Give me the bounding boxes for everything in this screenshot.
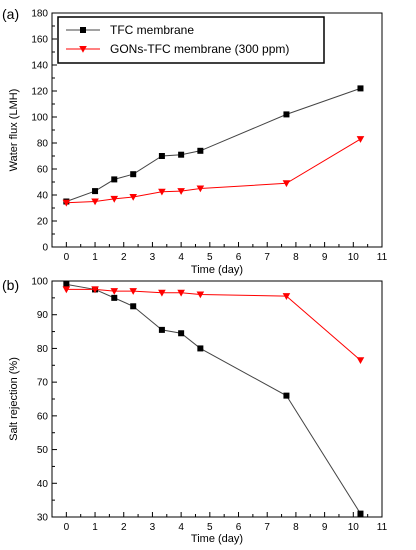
data-point-gons-tfc <box>356 357 365 365</box>
data-point-gons-tfc <box>129 193 138 201</box>
series-line-tfc <box>66 283 361 514</box>
y-tick-label: 30 <box>37 513 49 524</box>
x-tick-label: 0 <box>64 522 70 533</box>
x-tick-label: 10 <box>348 522 360 533</box>
legend-label-tfc: TFC membrane <box>110 23 194 37</box>
x-tick-label: 7 <box>264 252 270 263</box>
x-tick-label: 4 <box>178 522 184 533</box>
y-axis-label: Salt rejection (%) <box>8 357 20 441</box>
x-tick-label: 5 <box>207 522 213 533</box>
series-line-gons-tfc <box>66 138 361 204</box>
y-tick-label: 60 <box>37 411 49 422</box>
data-point-gons-tfc <box>177 188 185 195</box>
data-point-tfc <box>178 151 185 158</box>
data-point-gons-tfc <box>91 198 99 206</box>
plot-frame <box>51 280 383 518</box>
data-point-gons-tfc <box>158 188 166 196</box>
x-tick-label: 2 <box>121 522 127 533</box>
chart-panel-b: 0 1 2 3 4 5 6 7 8 9 10 11 30 40 50 60 70 80 90 100 Time (day… <box>2 277 388 546</box>
panel-label: (b) <box>2 277 19 293</box>
data-point-tfc <box>130 303 137 310</box>
y-tick-label: 80 <box>37 344 49 355</box>
x-tick-label: 9 <box>322 252 328 263</box>
y-tick-label: 120 <box>31 87 48 98</box>
legend-label-gons-tfc: GONs-TFC membrane (300 ppm) <box>110 42 289 56</box>
x-tick-label: 0 <box>64 252 70 263</box>
x-tick-label: 2 <box>121 252 127 263</box>
x-tick-label: 5 <box>207 252 213 263</box>
data-point-tfc <box>357 510 364 517</box>
x-axis-label: Time (day) <box>191 533 243 545</box>
x-axis-label: Time (day) <box>191 264 243 276</box>
data-point-tfc <box>197 147 204 154</box>
data-point-gons-tfc <box>158 289 166 297</box>
x-tick-label: 6 <box>236 252 242 263</box>
y-tick-label: 60 <box>37 165 49 176</box>
y-tick-label: 100 <box>31 277 48 288</box>
x-tick-label: 1 <box>92 522 98 533</box>
data-point-tfc <box>130 171 137 178</box>
data-point-gons-tfc <box>110 288 119 295</box>
x-tick-label: 11 <box>377 522 388 533</box>
y-tick-label: 80 <box>37 139 49 150</box>
data-point-tfc <box>111 294 118 301</box>
series-line-tfc <box>66 87 361 202</box>
data-point-tfc <box>111 176 118 183</box>
data-point-tfc <box>283 392 290 399</box>
data-point-gons-tfc <box>356 136 365 143</box>
x-tick-label: 9 <box>322 522 328 533</box>
legend-marker-gons-tfc <box>79 46 87 53</box>
legend-marker-tfc <box>80 27 86 33</box>
x-tick-label: 6 <box>236 522 242 533</box>
y-tick-label: 70 <box>37 378 49 389</box>
y-tick-label: 160 <box>31 35 48 46</box>
y-tick-label: 20 <box>37 217 49 228</box>
x-tick-label: 7 <box>264 522 270 533</box>
data-point-tfc <box>158 326 165 333</box>
data-point-gons-tfc <box>177 289 185 297</box>
y-tick-label: 0 <box>42 243 48 254</box>
x-tick-label: 1 <box>92 252 98 263</box>
x-tick-label: 11 <box>377 252 388 263</box>
legend: TFC membrane GONs-TFC membrane (300 ppm) <box>57 16 325 64</box>
panel-label: (a) <box>2 6 19 22</box>
x-tick-label: 3 <box>150 522 156 533</box>
x-tick-label: 8 <box>293 252 299 263</box>
data-point-gons-tfc <box>282 293 291 300</box>
data-point-tfc <box>158 153 165 159</box>
data-point-tfc <box>197 345 204 352</box>
data-point-gons-tfc <box>196 291 205 299</box>
data-point-tfc <box>283 111 290 118</box>
x-tick-label: 10 <box>348 252 360 263</box>
y-axis-label: Water flux (LMH) <box>8 89 20 172</box>
data-point-gons-tfc <box>110 195 119 203</box>
y-tick-label: 100 <box>31 113 48 124</box>
data-point-gons-tfc <box>282 180 291 188</box>
data-point-gons-tfc <box>91 286 99 294</box>
data-point-gons-tfc <box>62 286 71 294</box>
data-point-gons-tfc <box>62 199 71 207</box>
y-tick-label: 50 <box>37 445 49 456</box>
data-point-tfc <box>178 330 185 337</box>
x-tick-label: 3 <box>150 252 156 263</box>
data-point-tfc <box>63 281 70 288</box>
legend-box <box>57 16 325 64</box>
y-tick-label: 40 <box>37 191 49 202</box>
x-tick-label: 4 <box>178 252 184 263</box>
chart-panel-a: 0 1 2 3 4 5 6 7 8 9 10 11 0 20 40 60 80 100 120 140 160 180 Ti… <box>2 6 388 276</box>
y-tick-label: 140 <box>31 61 48 72</box>
y-tick-label: 40 <box>37 479 49 490</box>
data-point-tfc <box>92 188 99 195</box>
x-tick-label: 8 <box>293 522 299 533</box>
data-point-gons-tfc <box>196 185 205 193</box>
data-point-tfc <box>357 85 364 92</box>
y-tick-label: 90 <box>37 310 49 321</box>
series-line-gons-tfc <box>66 288 361 361</box>
data-point-gons-tfc <box>129 288 138 295</box>
y-tick-label: 180 <box>31 9 48 20</box>
